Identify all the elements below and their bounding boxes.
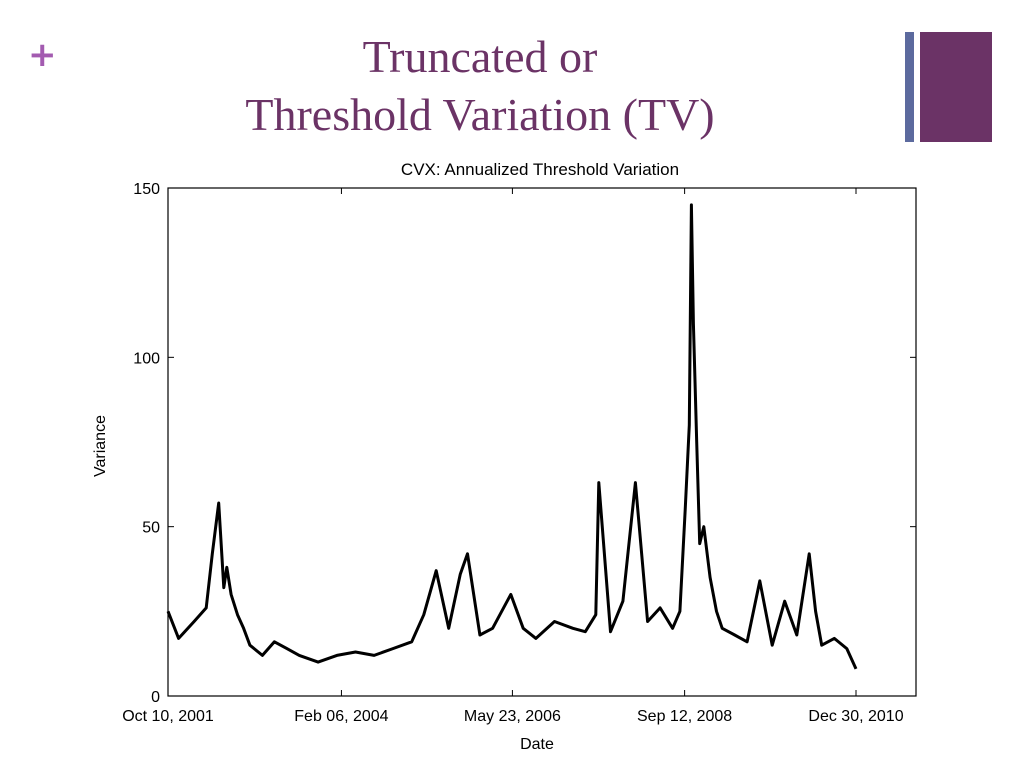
- x-axis-label: Date: [520, 736, 554, 753]
- x-tick-label: Feb 06, 2004: [294, 708, 388, 725]
- chart-title: CVX: Annualized Threshold Variation: [401, 160, 679, 179]
- x-tick-label: Sep 12, 2008: [637, 708, 732, 725]
- line-chart: CVX: Annualized Threshold Variation 0 50 1…: [92, 160, 917, 753]
- y-axis-label: Variance: [92, 415, 109, 477]
- y-tick-label: 100: [133, 350, 160, 367]
- slide-title-line-1: Truncated or: [362, 31, 598, 82]
- slide-title: Truncated or Threshold Variation (TV): [120, 28, 840, 144]
- decorative-wide-bar: [920, 32, 992, 142]
- plus-icon: +: [28, 35, 57, 75]
- decorative-thin-bar: [905, 32, 914, 142]
- series-line: [166, 203, 858, 670]
- x-tick-label: Oct 10, 2001: [122, 708, 214, 725]
- y-tick-label: 150: [133, 181, 160, 198]
- x-tick-label: Dec 30, 2010: [808, 708, 903, 725]
- plot-frame: [167, 187, 917, 697]
- y-tick-label: 0: [151, 689, 160, 706]
- slide-title-line-2: Threshold Variation (TV): [245, 89, 715, 140]
- x-tick-label: May 23, 2006: [464, 708, 561, 725]
- y-tick-label: 50: [142, 520, 160, 537]
